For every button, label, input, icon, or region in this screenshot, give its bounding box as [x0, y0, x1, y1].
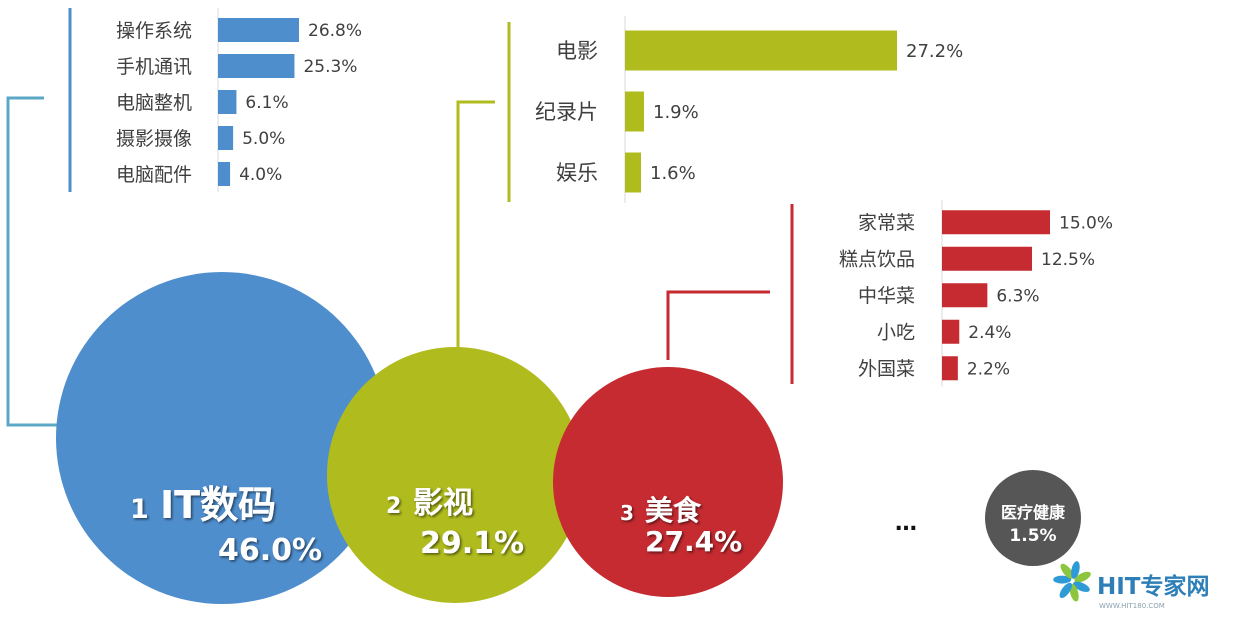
bubble-value-3: 1.5%: [1009, 526, 1056, 546]
bar-category-label: 电影: [556, 39, 598, 63]
bar-1-1: [625, 91, 644, 132]
bubble-name-0: IT数码: [160, 483, 276, 527]
bar-value-label: 25.3%: [303, 57, 357, 77]
bar-2-4: [942, 356, 958, 381]
bar-category-label: 家常菜: [858, 212, 915, 234]
it-connector-line: [6, 96, 60, 427]
logo-icon-petal: [1059, 582, 1073, 599]
bar-0-2: [218, 90, 237, 114]
bubble-1: [327, 347, 583, 603]
bar-value-label: 2.4%: [968, 323, 1011, 343]
bar-value-label: 5.0%: [242, 129, 285, 149]
bar-0-3: [218, 126, 234, 150]
bar-1-0: [625, 30, 897, 71]
bar-value-label: 15.0%: [1059, 213, 1113, 233]
bubble-rank-2: 3: [620, 501, 634, 525]
bar-2-3: [942, 319, 960, 344]
bar-category-label: 外国菜: [858, 358, 915, 380]
bar-category-label: 娱乐: [556, 161, 598, 185]
bar-0-1: [218, 54, 295, 78]
logo-text: HIT专家网: [1097, 573, 1210, 600]
bubble-value-2: 27.4%: [645, 525, 742, 558]
bar-category-label: 纪录片: [535, 100, 598, 124]
bubble-0: [56, 272, 388, 604]
bar-category-label: 摄影摄像: [116, 128, 192, 150]
logo-icon-petal: [1053, 575, 1072, 584]
logo-icon-petal: [1071, 561, 1080, 579]
bar-category-label: 电脑配件: [116, 164, 192, 186]
bar-2-1: [942, 246, 1032, 271]
bar-value-label: 4.0%: [239, 165, 282, 185]
bar-0-0: [218, 18, 299, 42]
bar-value-label: 6.1%: [245, 93, 288, 113]
bar-category-label: 小吃: [877, 322, 915, 344]
bubble-name-3: 医疗健康: [1001, 503, 1066, 522]
bar-0-4: [218, 162, 231, 186]
ellipsis-marker: …: [895, 511, 917, 536]
bubble-value-1: 29.1%: [420, 526, 524, 561]
bubble-rank-1: 2: [386, 494, 401, 519]
bar-2-0: [942, 210, 1050, 235]
bar-value-label: 27.2%: [906, 41, 963, 62]
bar-category-label: 操作系统: [116, 20, 192, 42]
logo-icon-petal: [1069, 584, 1079, 602]
bubble-name-2: 美食: [645, 494, 702, 527]
bar-value-label: 26.8%: [308, 21, 362, 41]
logo-icon-petal: [1074, 571, 1091, 583]
logo-icon-petal: [1060, 563, 1074, 579]
bar-value-label: 1.9%: [653, 102, 699, 123]
bar-value-label: 6.3%: [996, 286, 1039, 306]
logo-subtext: WWW.HIT180.COM: [1099, 602, 1165, 610]
bubble-2: [553, 367, 783, 597]
bubble-value-0: 46.0%: [218, 533, 322, 568]
film-connector-line: [456, 100, 495, 352]
bar-category-label: 电脑整机: [116, 92, 192, 114]
food-connector-line: [666, 290, 770, 360]
bar-category-label: 糕点饮品: [839, 249, 915, 271]
bubble-rank-0: 1: [130, 494, 149, 525]
bubble-3: [985, 470, 1081, 566]
bar-value-label: 2.2%: [967, 359, 1010, 379]
bar-category-label: 中华菜: [858, 285, 915, 307]
bar-1-2: [625, 152, 641, 193]
bar-category-label: 手机通讯: [116, 56, 192, 78]
bar-value-label: 12.5%: [1041, 250, 1095, 270]
bar-2-2: [942, 283, 988, 308]
bubble-name-1: 影视: [413, 486, 473, 521]
bar-value-label: 1.6%: [650, 163, 696, 184]
logo-icon-petal: [1073, 581, 1090, 592]
